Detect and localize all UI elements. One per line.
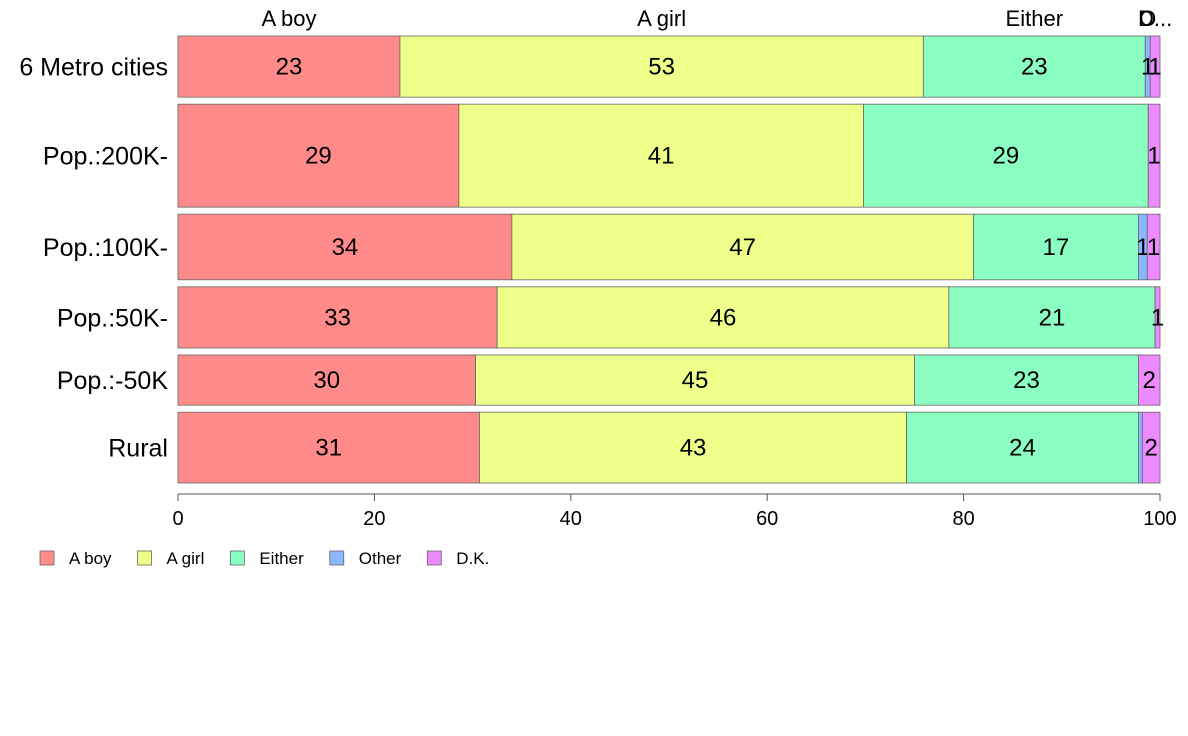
data-label: 1 (1151, 304, 1164, 331)
bar-a-girl-pop-50k (475, 354, 915, 406)
legend: A boy A girl Either Other D.K. (39, 549, 489, 568)
top-label: O (1139, 6, 1156, 31)
data-label: 53 (648, 54, 675, 81)
data-label: 23 (276, 54, 303, 81)
top-label: A girl (637, 6, 686, 31)
bar-other-rural (1137, 411, 1143, 484)
category-label: 6 Metro cities (19, 54, 168, 82)
legend-label-other: Other (359, 549, 402, 568)
bar-a-boy-pop-50k (177, 354, 476, 406)
bar-either-pop-100k (973, 213, 1139, 281)
x-tick-label: 20 (363, 508, 385, 530)
data-label: 30 (313, 367, 340, 394)
legend-swatch-a-boy (39, 550, 55, 566)
x-tick-label: 40 (560, 508, 582, 530)
bar-either-pop-50k (914, 354, 1139, 406)
x-tick-label: 80 (952, 508, 974, 530)
data-label: 23 (1021, 54, 1048, 81)
data-label: 33 (324, 304, 351, 331)
bar-a-girl-pop-50k (496, 286, 950, 349)
legend-label-d-k: D.K. (456, 549, 489, 568)
data-label: 1 (1136, 234, 1149, 261)
bar-either-rural (906, 411, 1139, 484)
bar-d-k-pop-100k (1146, 213, 1161, 281)
legend-swatch-a-girl (137, 550, 152, 566)
legend-swatch-either (229, 550, 245, 566)
legend-label-either: Either (259, 549, 304, 568)
data-label: 24 (1009, 435, 1036, 462)
data-label: 45 (682, 367, 709, 394)
legend-swatch-d-k (426, 550, 442, 566)
data-label: 23 (1013, 367, 1040, 394)
data-label: 34 (332, 234, 359, 261)
bar-d-k-pop-200k (1147, 103, 1161, 208)
data-label: 21 (1039, 304, 1066, 331)
bar-a-boy-pop-200k (177, 103, 460, 208)
category-label: Pop.:-50K (57, 367, 169, 395)
x-tick-label: 100 (1143, 508, 1176, 530)
bar-a-girl-rural (479, 411, 908, 484)
data-label: 17 (1043, 234, 1070, 261)
top-label: Either (1006, 6, 1063, 31)
category-label: Rural (108, 435, 168, 463)
data-label: 46 (710, 304, 737, 331)
data-label: 47 (729, 234, 756, 261)
data-label: 29 (305, 143, 332, 170)
category-label: Pop.:200K- (43, 143, 168, 171)
bar-d-k-rural (1141, 411, 1161, 484)
bar-either-pop-200k (863, 103, 1149, 208)
x-tick-label: 60 (756, 508, 778, 530)
data-label: 2 (1144, 435, 1157, 462)
bar-d-k-6-metro-cities (1149, 35, 1161, 98)
bar-d-k-pop-50k (1154, 286, 1161, 349)
data-label: 2 (1143, 367, 1156, 394)
legend-label-a-girl: A girl (167, 549, 205, 568)
top-label: A boy (261, 6, 316, 31)
bar-d-k-pop-50k (1137, 354, 1161, 406)
data-label: 1 (1148, 54, 1161, 81)
bar-a-girl-pop-200k (458, 103, 864, 208)
top-segment-labels: A boy A girl Either OD... (261, 6, 1172, 31)
bar-a-girl-pop-100k (511, 213, 974, 281)
legend-swatch-other (329, 550, 345, 566)
legend-label-a-boy: A boy (69, 549, 112, 568)
data-label: 31 (315, 435, 342, 462)
data-label: 43 (680, 435, 707, 462)
x-axis: 0 20 40 60 80 100 (172, 493, 1177, 530)
x-tick-label: 0 (172, 508, 183, 530)
bar-a-boy-pop-50k (177, 286, 498, 349)
data-label: 1 (1147, 143, 1160, 170)
category-label: Pop.:50K- (57, 304, 168, 332)
data-label: 1 (1147, 234, 1160, 261)
top-label: D... (1138, 6, 1172, 31)
bar-a-boy-rural (177, 411, 480, 484)
bar-a-girl-6-metro-cities (399, 35, 924, 98)
data-label: 41 (648, 143, 675, 170)
category-label: Pop.:100K- (43, 234, 168, 262)
category-labels: 6 Metro cities Pop.:200K- Pop.:100K- Pop.:5… (19, 54, 168, 463)
data-label: 29 (992, 143, 1019, 170)
bar-either-pop-50k (948, 286, 1156, 349)
